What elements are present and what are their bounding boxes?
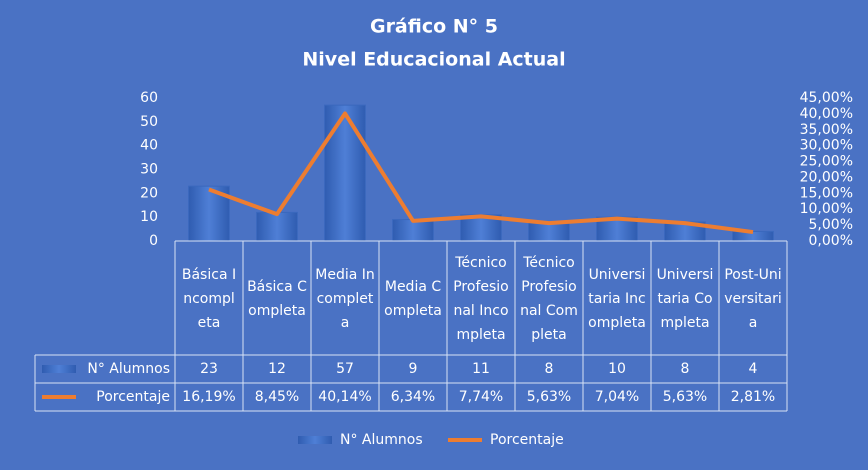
x-tick-label: Universitaria Incompleta xyxy=(588,267,646,331)
y2-tick-label: 0,00% xyxy=(809,233,853,249)
category-cell: Universitaria Completa xyxy=(656,267,714,331)
category-cell: Básica Completa xyxy=(247,279,307,319)
table-value: 8 xyxy=(545,361,554,377)
y2-tick-label: 30,00% xyxy=(800,138,853,154)
y-tick-label: 60 xyxy=(140,90,158,106)
category-cell: Media Completa xyxy=(384,279,442,319)
category-cell: Técnico Profesional Completa xyxy=(520,255,578,343)
x-tick-label: Universitaria Completa xyxy=(656,267,714,331)
legend-label: Porcentaje xyxy=(490,432,564,448)
y2-tick-label: 10,00% xyxy=(800,201,853,217)
category-cell: Básica Incompleta xyxy=(181,267,237,331)
category-cell: Universitaria Incompleta xyxy=(588,267,646,331)
x-tick-label: Básica Incompleta xyxy=(181,267,237,331)
y-tick-label: 0 xyxy=(149,233,158,249)
x-tick-label: Técnico Profesional Incompleta xyxy=(453,255,509,343)
y-tick-label: 30 xyxy=(140,162,158,178)
table-value: 23 xyxy=(200,361,218,377)
legend-label: N° Alumnos xyxy=(340,432,423,448)
x-tick-label: Básica Completa xyxy=(247,279,307,319)
table-value: 10 xyxy=(608,361,626,377)
y-tick-label: 50 xyxy=(140,114,158,130)
table-value: 11 xyxy=(472,361,490,377)
y2-tick-label: 15,00% xyxy=(800,185,853,201)
y2-tick-label: 45,00% xyxy=(800,90,853,106)
bar xyxy=(256,211,298,242)
table-value: 57 xyxy=(336,361,354,377)
x-tick-label: Media Completa xyxy=(384,279,442,319)
table-legend-key xyxy=(42,365,76,373)
category-cell: Técnico Profesional Incompleta xyxy=(453,255,509,343)
category-cell: Post-Universitaria xyxy=(724,267,782,331)
y2-tick-label: 5,00% xyxy=(809,217,853,233)
table-row-header: N° Alumnos xyxy=(87,361,170,377)
table-value: 8,45% xyxy=(255,389,299,405)
table-value: 7,74% xyxy=(459,389,503,405)
table-value: 6,34% xyxy=(391,389,435,405)
bar xyxy=(732,230,774,242)
x-tick-label: Técnico Profesional Completa xyxy=(520,255,578,343)
table-value: 8 xyxy=(681,361,690,377)
category-cell: Media Incompleta xyxy=(315,267,375,331)
table-row-header: Porcentaje xyxy=(96,389,170,405)
table-value: 4 xyxy=(749,361,758,377)
y-tick-label: 40 xyxy=(140,138,158,154)
line xyxy=(208,111,754,235)
table-value: 16,19% xyxy=(182,389,235,405)
x-tick-label: Post-Universitaria xyxy=(724,267,782,331)
table-value: 12 xyxy=(268,361,286,377)
bar xyxy=(324,104,366,242)
table-value: 5,63% xyxy=(527,389,571,405)
table-value: 40,14% xyxy=(318,389,371,405)
legend-key xyxy=(298,436,332,444)
table-value: 5,63% xyxy=(663,389,707,405)
y2-tick-label: 40,00% xyxy=(800,106,853,122)
chart-title: Gráfico N° 5 xyxy=(370,16,498,38)
table-value: 9 xyxy=(409,361,418,377)
y2-tick-label: 25,00% xyxy=(800,154,853,170)
x-tick-label: Media Incompleta xyxy=(315,267,375,331)
chart-subtitle: Nivel Educacional Actual xyxy=(302,49,565,71)
y-tick-label: 10 xyxy=(140,209,158,225)
y2-tick-label: 20,00% xyxy=(800,169,853,185)
y-tick-label: 20 xyxy=(140,185,158,201)
table-value: 2,81% xyxy=(731,389,775,405)
table-value: 7,04% xyxy=(595,389,639,405)
y2-tick-label: 35,00% xyxy=(800,122,853,138)
